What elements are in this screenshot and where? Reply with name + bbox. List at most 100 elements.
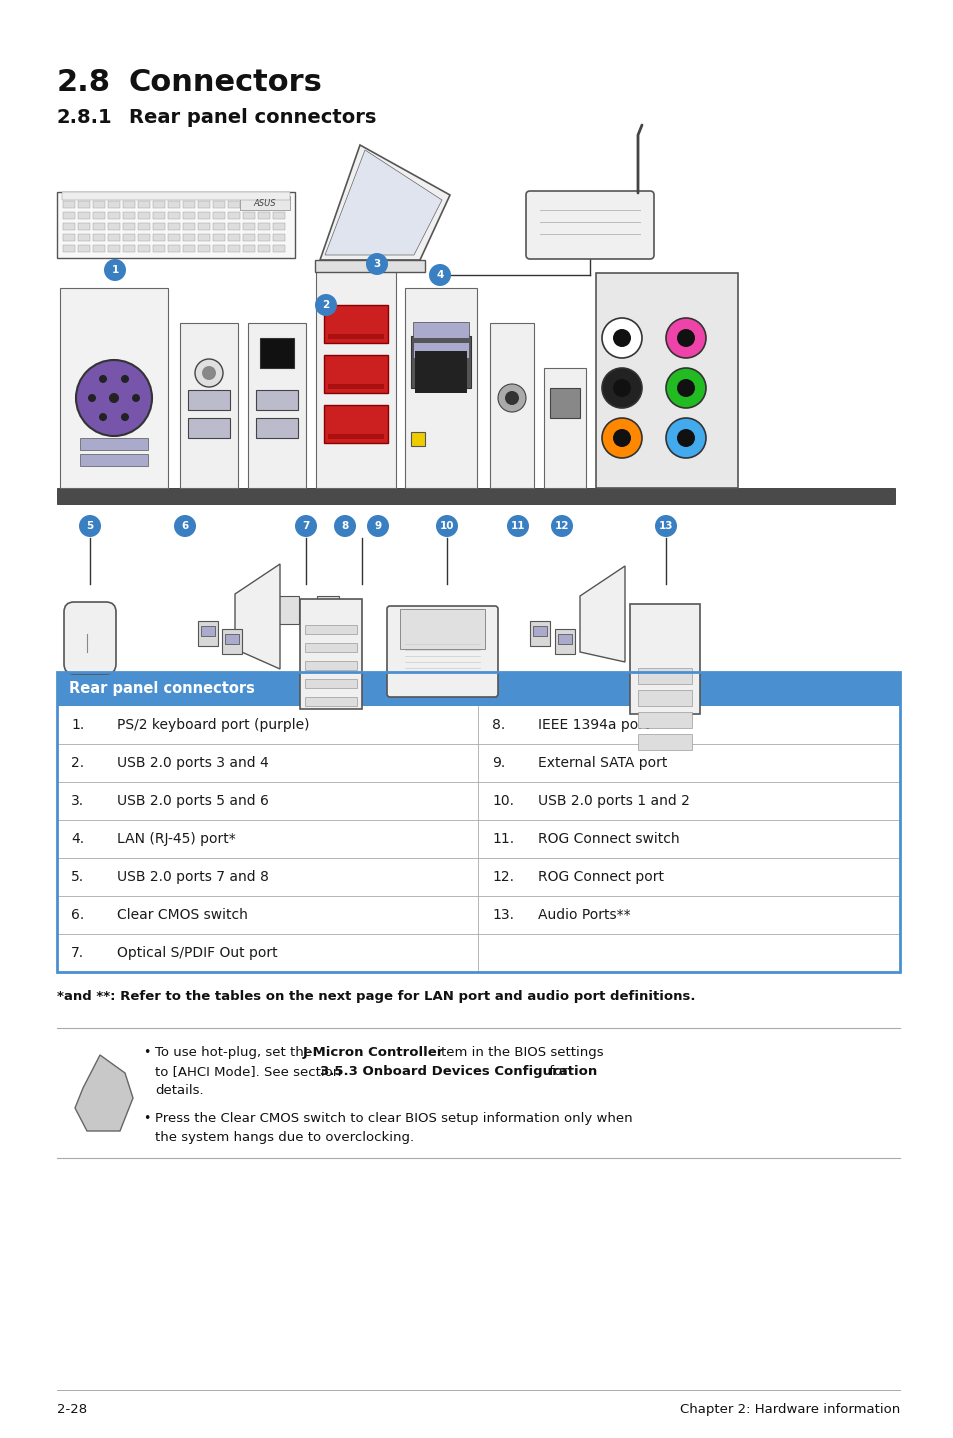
Circle shape [99, 375, 107, 383]
Bar [92, 201, 105, 209]
Bar [138, 211, 150, 219]
Text: 2.8: 2.8 [57, 68, 111, 96]
Bar [152, 223, 165, 230]
Bar [324, 355, 388, 393]
Text: USB 2.0 ports 3 and 4: USB 2.0 ports 3 and 4 [117, 756, 269, 769]
Circle shape [202, 367, 215, 380]
Circle shape [601, 318, 641, 358]
Bar [78, 244, 90, 252]
Bar [638, 733, 691, 751]
Bar [183, 211, 194, 219]
Text: 12: 12 [554, 521, 569, 531]
Bar [198, 223, 210, 230]
Bar [243, 201, 254, 209]
Bar [188, 390, 230, 410]
Text: 9: 9 [374, 521, 381, 531]
Bar [305, 679, 356, 687]
Circle shape [104, 259, 126, 280]
Text: 10: 10 [439, 521, 454, 531]
Bar [255, 418, 297, 439]
Circle shape [601, 368, 641, 408]
FancyBboxPatch shape [387, 605, 497, 697]
Text: 13.: 13. [492, 907, 514, 922]
Bar [123, 223, 135, 230]
Text: 2: 2 [322, 301, 330, 311]
Bar [243, 244, 254, 252]
Text: 3.5.3 Onboard Devices Configuration: 3.5.3 Onboard Devices Configuration [319, 1066, 597, 1078]
Bar [413, 342, 469, 358]
Bar [138, 201, 150, 209]
Circle shape [613, 329, 630, 347]
Bar [152, 234, 165, 242]
Bar [596, 273, 738, 487]
Bar [411, 431, 424, 446]
Text: ROG Connect port: ROG Connect port [537, 870, 664, 884]
Circle shape [665, 418, 705, 457]
Circle shape [367, 515, 389, 536]
Polygon shape [319, 145, 450, 260]
Text: *and **: Refer to the tables on the next page for LAN port and audio port defini: *and **: Refer to the tables on the next… [57, 989, 695, 1002]
Bar [62, 193, 290, 200]
Bar [228, 223, 240, 230]
Bar [305, 697, 356, 706]
Bar [108, 211, 120, 219]
Bar [57, 896, 899, 935]
Text: J-Micron Controller: J-Micron Controller [303, 1045, 444, 1058]
Circle shape [194, 360, 223, 387]
Circle shape [506, 515, 529, 536]
Bar [305, 626, 356, 634]
Circle shape [121, 413, 129, 421]
Text: 8: 8 [341, 521, 348, 531]
Bar [243, 234, 254, 242]
Text: 1.: 1. [71, 718, 84, 732]
Bar [257, 223, 270, 230]
Circle shape [121, 375, 129, 383]
Bar [123, 244, 135, 252]
Bar [228, 211, 240, 219]
Bar [638, 690, 691, 706]
Bar [413, 322, 469, 338]
Bar [490, 324, 534, 487]
Text: 13: 13 [659, 521, 673, 531]
Circle shape [173, 515, 195, 536]
Bar [530, 621, 550, 646]
Text: USB 2.0 ports 1 and 2: USB 2.0 ports 1 and 2 [537, 794, 690, 808]
Circle shape [677, 429, 695, 447]
Text: details.: details. [154, 1084, 203, 1097]
Circle shape [497, 384, 525, 413]
Text: 7: 7 [302, 521, 310, 531]
Text: 10.: 10. [492, 794, 514, 808]
Bar [57, 820, 899, 858]
Circle shape [88, 394, 96, 403]
Bar [78, 223, 90, 230]
Bar [243, 223, 254, 230]
Text: 6.: 6. [71, 907, 84, 922]
Bar [138, 234, 150, 242]
Circle shape [109, 393, 119, 403]
Text: LAN (RJ-45) port*: LAN (RJ-45) port* [117, 833, 235, 846]
Bar [243, 211, 254, 219]
Circle shape [79, 515, 101, 536]
Circle shape [613, 429, 630, 447]
Circle shape [132, 394, 140, 403]
Polygon shape [579, 567, 624, 661]
Bar [399, 610, 484, 649]
Bar [80, 454, 148, 466]
Bar [276, 595, 298, 624]
Text: 9.: 9. [492, 756, 505, 769]
Text: 6: 6 [181, 521, 189, 531]
Text: ROG Connect switch: ROG Connect switch [537, 833, 679, 846]
Bar [183, 234, 194, 242]
Bar [213, 201, 225, 209]
Text: item in the BIOS settings: item in the BIOS settings [433, 1045, 603, 1058]
Bar [57, 672, 899, 706]
Bar [315, 267, 395, 487]
Text: •: • [143, 1112, 151, 1125]
Text: USB 2.0 ports 7 and 8: USB 2.0 ports 7 and 8 [117, 870, 269, 884]
Bar [257, 244, 270, 252]
Text: the system hangs due to overclocking.: the system hangs due to overclocking. [154, 1132, 414, 1145]
Text: PS/2 keyboard port (purple): PS/2 keyboard port (purple) [117, 718, 309, 732]
Text: ASUS: ASUS [253, 200, 276, 209]
Bar [57, 706, 899, 743]
Text: 5: 5 [87, 521, 93, 531]
